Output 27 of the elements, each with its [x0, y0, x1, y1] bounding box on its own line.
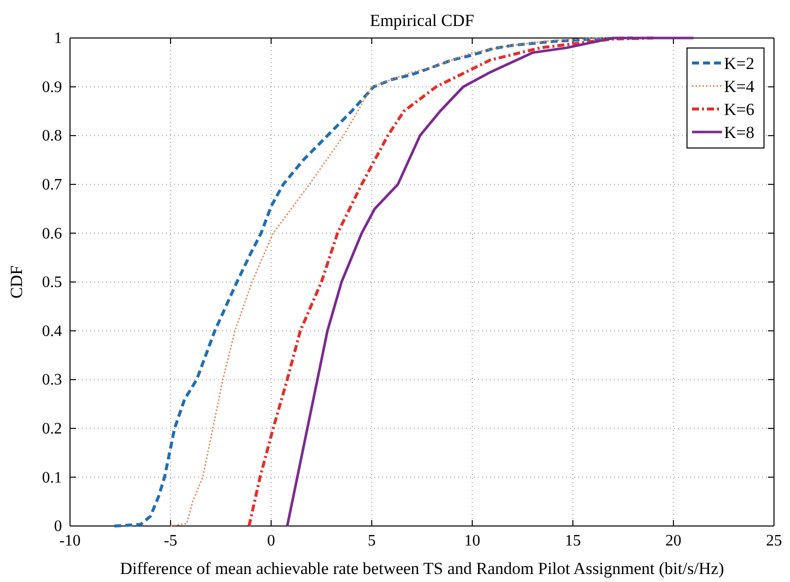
x-tick-label: 0 [267, 532, 276, 550]
line-series [286, 36, 695, 528]
y-tick-label: 1 [54, 30, 62, 48]
x-tick-label: 20 [665, 532, 682, 550]
y-tick-label: 0.2 [42, 420, 62, 438]
legend-label: K=4 [724, 77, 755, 96]
x-tick-label: -5 [164, 532, 178, 550]
legend-label: K=8 [724, 123, 754, 142]
y-tick-label: 0.6 [42, 225, 62, 242]
y-tick-label: 0.4 [42, 322, 62, 340]
y-tick-label: 0.3 [42, 372, 62, 389]
y-tick-label: 0.1 [42, 469, 62, 486]
chart-title: Empirical CDF [370, 11, 474, 30]
x-tick-label: 25 [766, 532, 782, 550]
legend-label: K=6 [724, 100, 754, 119]
y-tick-label: 0 [54, 518, 62, 536]
y-tick-label: 0.5 [42, 274, 62, 292]
x-tick-label: 15 [564, 532, 581, 550]
y-tick-label: 0.8 [42, 128, 62, 145]
x-tick-label: 5 [368, 532, 376, 550]
y-axis-title: CDF [7, 265, 26, 299]
y-tick-label: 0.7 [42, 176, 62, 194]
y-tick-label: 0.9 [42, 78, 62, 96]
x-axis-title: Difference of mean achievable rate between TS and Random Pilot Assignment (bit/s/Hz) [120, 559, 724, 578]
x-tick-label: 10 [464, 532, 480, 550]
legend-label: K=2 [724, 54, 754, 73]
x-tick-label: -10 [59, 532, 81, 550]
